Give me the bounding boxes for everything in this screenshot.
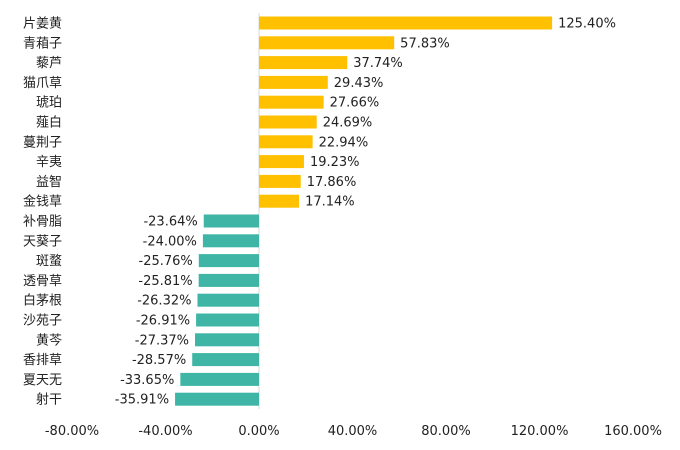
data-label: 29.43%: [334, 76, 384, 91]
x-tick-label: 0.00%: [238, 424, 279, 439]
data-label: 19.23%: [310, 155, 360, 170]
bar-2: [259, 56, 348, 70]
bar-7: [259, 155, 304, 169]
category-label: 猫爪草: [23, 76, 62, 91]
bar-14: [197, 293, 259, 307]
data-label: 17.14%: [305, 195, 355, 210]
bar-11: [202, 234, 259, 248]
data-label: -25.81%: [138, 274, 192, 289]
category-label: 片姜黄: [23, 17, 62, 32]
bar-5: [259, 115, 317, 129]
category-label: 藜芦: [36, 56, 62, 71]
data-label: 17.86%: [307, 175, 357, 190]
data-label: -26.32%: [137, 294, 191, 309]
category-label: 斑蝥: [36, 254, 62, 269]
bar-0: [259, 16, 553, 30]
data-label: -25.76%: [139, 254, 193, 269]
category-label: 香排草: [23, 353, 62, 368]
category-label: 天葵子: [23, 234, 62, 249]
data-label: -27.37%: [135, 333, 189, 348]
bar-18: [180, 372, 259, 386]
data-label: -33.65%: [120, 373, 174, 388]
data-label: 22.94%: [319, 135, 369, 150]
data-label: -23.64%: [143, 215, 197, 230]
category-label: 薤白: [36, 115, 62, 131]
data-label: -28.57%: [132, 353, 186, 368]
bar-4: [259, 95, 324, 109]
x-tick-label: 80.00%: [421, 424, 471, 439]
category-label: 沙苑子: [23, 314, 62, 329]
x-tick-label: 40.00%: [328, 424, 378, 439]
x-tick-label: -40.00%: [138, 424, 192, 439]
bar-17: [192, 353, 259, 367]
data-label: 37.74%: [353, 56, 403, 71]
category-label: 辛夷: [36, 154, 62, 170]
bar-6: [259, 135, 313, 149]
category-label: 蔓荆子: [23, 134, 62, 150]
bar-10: [203, 214, 259, 228]
category-label: 夏天无: [23, 373, 62, 388]
bar-3: [259, 75, 328, 89]
x-tick-label: 120.00%: [511, 424, 569, 439]
category-label: 射干: [36, 392, 62, 408]
category-label: 琥珀: [36, 96, 62, 111]
category-label: 黄芩: [36, 333, 62, 348]
data-label: -35.91%: [115, 393, 169, 408]
x-tick-label: 160.00%: [604, 424, 662, 439]
bar-19: [175, 392, 259, 406]
data-label: 125.40%: [558, 17, 616, 32]
category-label: 青葙子: [23, 36, 62, 51]
bar-8: [259, 174, 301, 188]
category-label: 金钱草: [23, 194, 62, 210]
bar-9: [259, 194, 300, 208]
category-label: 透骨草: [23, 274, 62, 289]
data-label: 57.83%: [400, 36, 450, 51]
category-label: 白茅根: [23, 293, 62, 309]
data-label: -26.91%: [136, 314, 190, 329]
bar-1: [259, 36, 395, 50]
bar-12: [198, 254, 259, 268]
category-label: 补骨脂: [23, 215, 62, 230]
data-label: 24.69%: [323, 116, 373, 131]
category-label: 益智: [36, 175, 62, 190]
data-label: 27.66%: [330, 96, 380, 111]
bar-13: [198, 273, 259, 287]
data-label: -24.00%: [143, 234, 197, 249]
bar-15: [196, 313, 259, 327]
bar-16: [195, 333, 259, 347]
x-tick-label: -80.00%: [45, 424, 99, 439]
